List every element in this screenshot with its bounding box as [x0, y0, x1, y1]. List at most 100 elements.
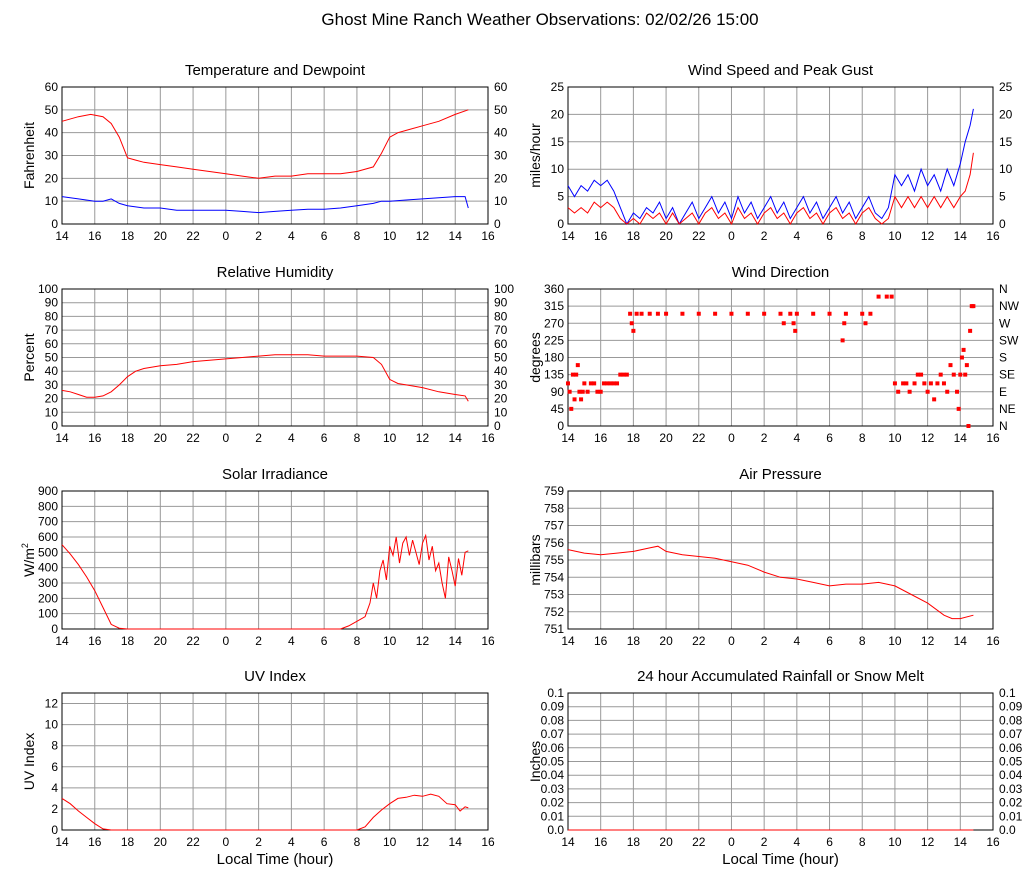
y-tick-label: 10 [45, 194, 59, 208]
y-axis-label: Percent [21, 333, 37, 381]
x-tick-label: 2 [255, 229, 262, 243]
wind-direction-point [647, 311, 652, 316]
chart-title: Wind Speed and Peak Gust [688, 62, 874, 79]
wind-direction-point [945, 389, 950, 394]
right-y-tick-label: 0.05 [999, 755, 1023, 769]
y-tick-label: 30 [45, 378, 59, 392]
right-y-tick-label: 30 [494, 378, 508, 392]
x-tick-label: 22 [692, 431, 706, 445]
y-axis-label-text: Inches [527, 741, 543, 782]
y-tick-label: 751 [544, 622, 564, 636]
x-tick-label: 14 [954, 229, 968, 243]
y-tick-label: 25 [551, 80, 565, 94]
x-tick-label: 16 [481, 431, 495, 445]
wind-direction-point [964, 363, 969, 368]
x-tick-label: 14 [449, 229, 463, 243]
y-tick-label: 0 [51, 823, 58, 837]
x-tick-label: 4 [288, 835, 295, 849]
x-tick-label: 4 [288, 634, 295, 648]
y-tick-label: 135 [544, 368, 564, 382]
x-tick-label: 8 [354, 634, 361, 648]
chart-title: Wind Direction [732, 264, 830, 281]
x-tick-label: 0 [728, 229, 735, 243]
wind-direction-point [580, 389, 585, 394]
wind-direction-point [762, 311, 767, 316]
wind-direction-point [791, 321, 796, 326]
x-tick-label: 18 [121, 634, 135, 648]
y-axis-label: Fahrenheit [21, 122, 37, 189]
y-tick-label: 900 [38, 484, 58, 498]
y-tick-label: 80 [45, 309, 59, 323]
x-tick-label: 0 [223, 634, 230, 648]
wind-direction-point [579, 397, 584, 402]
wind-direction-point [585, 389, 590, 394]
wind-direction-point [615, 381, 620, 386]
x-tick-label: 16 [594, 835, 608, 849]
wind-direction-point [811, 311, 816, 316]
x-axis-label: Local Time (hour) [722, 851, 839, 868]
chart-wind-speed-gust: Wind Speed and Peak Gust 14 16 18 20 22 0 2 4 6 8 1… [527, 62, 1013, 243]
x-tick-label: 12 [416, 634, 430, 648]
y-tick-label: 100 [38, 607, 58, 621]
wind-direction-point [582, 381, 587, 386]
y-tick-label: 0.09 [541, 700, 565, 714]
right-y-tick-label: 10 [494, 194, 508, 208]
x-tick-label: 2 [255, 431, 262, 445]
wind-direction-point [876, 294, 881, 299]
y-tick-label: 30 [45, 149, 59, 163]
right-y-tick-label: 0 [494, 419, 501, 433]
x-tick-label: 22 [692, 634, 706, 648]
y-tick-label: 180 [544, 351, 564, 365]
y-tick-label: 0 [51, 419, 58, 433]
wind-direction-point [956, 406, 961, 411]
y-axis-label-text: Fahrenheit [21, 122, 37, 189]
right-y-tick-label: 0.02 [999, 796, 1023, 810]
y-axis-label: W/m2 [20, 543, 37, 577]
x-tick-label: 6 [826, 634, 833, 648]
series-1-line [567, 152, 974, 226]
right-y-tick-label: 0.07 [999, 727, 1023, 741]
wind-direction-point [608, 381, 613, 386]
wind-direction-point [928, 381, 933, 386]
series-0-line [61, 109, 469, 179]
x-tick-label: 10 [888, 634, 902, 648]
y-tick-label: 0.08 [541, 713, 565, 727]
x-tick-label: 22 [692, 835, 706, 849]
x-tick-label: 16 [986, 431, 1000, 445]
y-axis-label: UV Index [21, 733, 37, 791]
y-tick-label: 10 [551, 162, 565, 176]
wind-direction-point [778, 311, 783, 316]
wind-direction-point [904, 381, 909, 386]
right-y-tick-label: 60 [494, 80, 508, 94]
chart-solar-irradiance: Solar Irradiance 14 16 18 20 22 0 2 4 6 8 10 12 14 16 0… [20, 466, 495, 648]
wind-direction-point [968, 328, 973, 333]
wind-direction-point [624, 372, 629, 377]
x-tick-label: 4 [794, 835, 801, 849]
x-tick-label: 14 [449, 835, 463, 849]
x-tick-label: 2 [761, 431, 768, 445]
x-tick-label: 16 [594, 634, 608, 648]
wind-direction-point [961, 347, 966, 352]
wind-direction-point [634, 311, 639, 316]
wind-direction-point [932, 397, 937, 402]
x-tick-label: 12 [921, 634, 935, 648]
plot-frame [61, 288, 489, 427]
y-tick-label: 0.07 [541, 727, 565, 741]
y-tick-label: 4 [51, 781, 58, 795]
y-tick-label: 12 [45, 697, 59, 711]
wind-direction-point [951, 372, 956, 377]
x-tick-label: 14 [561, 835, 575, 849]
right-y-tick-label: 0 [494, 217, 501, 231]
wind-direction-point [863, 321, 868, 326]
x-tick-label: 10 [888, 229, 902, 243]
wind-direction-point [745, 311, 750, 316]
x-tick-label: 8 [354, 431, 361, 445]
y-axis-label-text: miles/hour [527, 123, 543, 188]
right-y-tick-label: 25 [999, 80, 1013, 94]
x-tick-label: 18 [121, 229, 135, 243]
y-tick-label: 0 [557, 419, 564, 433]
x-tick-label: 14 [954, 634, 968, 648]
y-tick-label: 0.1 [547, 686, 564, 700]
x-tick-label: 6 [826, 229, 833, 243]
